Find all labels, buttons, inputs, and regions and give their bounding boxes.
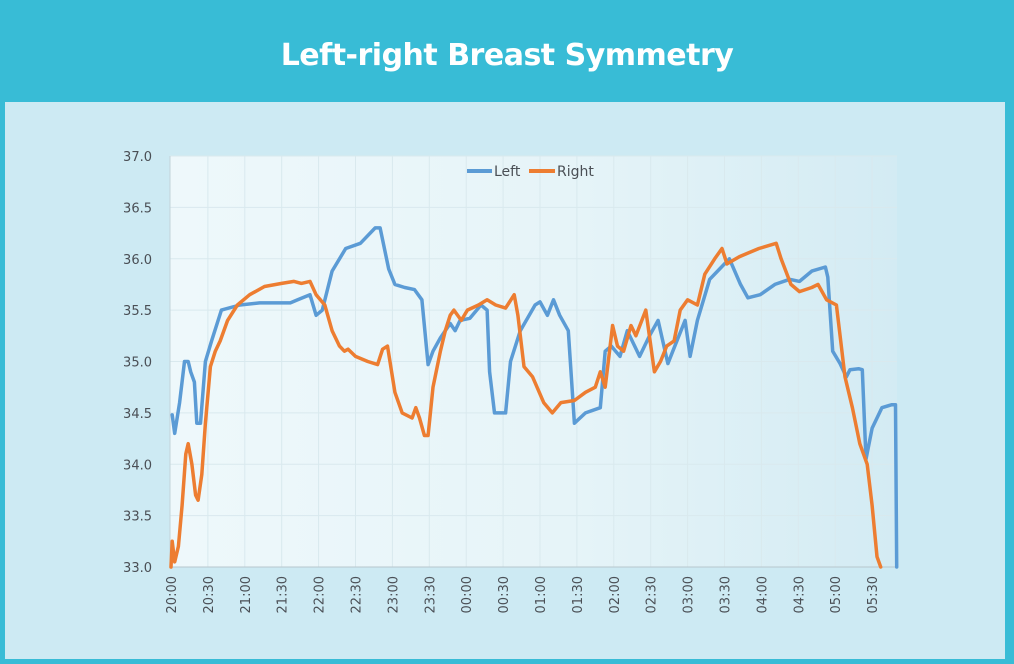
y-tick-label: 34.0 [123,458,152,473]
y-tick-label: 35.5 [123,304,152,319]
y-tick-label: 36.5 [123,201,152,216]
x-tick-label: 05:00 [829,576,844,613]
x-tick-label: 01:00 [534,576,549,613]
x-tick-label: 21:30 [276,576,291,613]
x-tick-label: 22:00 [313,576,328,613]
series-lines [169,226,899,569]
x-tick-label: 21:00 [239,576,254,613]
y-tick-label: 34.5 [123,407,152,422]
header-bar: Left-right Breast Symmetry [0,0,1014,102]
x-tick-label: 22:30 [350,576,365,613]
series-line-right [169,241,883,569]
legend: Left Right [467,164,594,180]
x-tick-labels: 20:00 20:30 21:00 21:30 22:00 22:30 23:00 23:30… [165,576,881,613]
legend-label-right: Right [557,164,594,180]
x-tick-label: 20:30 [202,576,217,613]
x-tick-label: 01:30 [571,576,586,613]
y-tick-labels: 33.0 33.5 34.0 34.5 35.0 35.5 36.0 36.5 37.0 [123,150,152,576]
x-tick-label: 03:30 [719,576,734,613]
legend-label-left: Left [494,164,521,180]
x-tick-label: 00:00 [460,576,475,613]
x-tick-label: 03:00 [682,576,697,613]
x-tick-label: 02:30 [645,576,660,613]
y-tick-label: 33.0 [123,561,152,576]
x-tick-label: 05:30 [866,576,881,613]
series-line-left [170,226,899,569]
y-tick-label: 33.5 [123,510,152,525]
y-tick-label: 36.0 [123,253,152,268]
chart-title: Left-right Breast Symmetry [280,37,734,73]
y-tick-label: 35.0 [123,356,152,371]
x-tick-label: 23:00 [386,576,401,613]
y-tick-label: 37.0 [123,150,152,165]
x-tick-label: 23:30 [423,576,438,613]
x-tick-label: 04:30 [792,576,807,613]
x-tick-label: 04:00 [755,576,770,613]
x-tick-label: 00:30 [497,576,512,613]
x-tick-label: 02:00 [608,576,623,613]
x-tick-label: 20:00 [165,576,180,613]
